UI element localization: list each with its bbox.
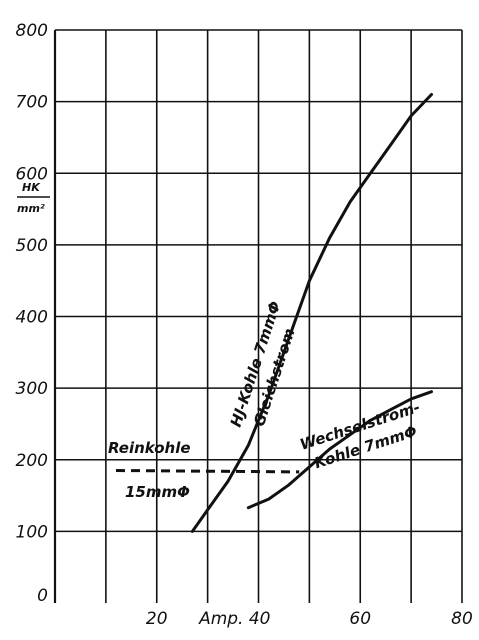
y-tick-label: 300 <box>16 379 48 399</box>
x-tick-label: 20 <box>146 609 168 629</box>
x-tick-label: 80 <box>451 609 473 629</box>
series-line-3 <box>115 469 300 474</box>
x-tick-label: Amp. 40 <box>198 609 270 629</box>
y-unit-denominator: mm² <box>17 202 45 215</box>
y-tick-label: 500 <box>16 236 48 256</box>
x-axis-ticks: 20 Amp. 40 60 80 <box>146 609 473 629</box>
series-label-rein: Reinkohle 15mmΦ <box>108 439 191 501</box>
y-tick-label: 0 <box>37 586 48 606</box>
chart-grid <box>53 29 463 603</box>
series-label-rein-line1: Reinkohle <box>108 439 191 457</box>
y-tick-label: 700 <box>16 93 48 113</box>
y-axis-ticks: 0 100 200 300 400 500 600 700 800 <box>16 21 48 606</box>
y-unit-numerator: HK <box>22 181 41 194</box>
series-label-hj: HJ-Kohle 7mmΦ Gleichstrom <box>227 299 299 430</box>
y-tick-label: 800 <box>16 21 48 41</box>
y-tick-label: 600 <box>16 164 48 184</box>
chart-series <box>115 93 433 533</box>
y-tick-label: 400 <box>16 308 48 328</box>
series-label-wechsel: Wechselstrom- Kohle 7mmΦ <box>298 398 423 472</box>
series-line-2 <box>246 390 433 510</box>
series-line-1 <box>190 93 433 533</box>
y-tick-label: 100 <box>16 522 48 542</box>
y-axis-unit: HK mm² <box>17 181 50 215</box>
series-label-rein-line2: 15mmΦ <box>125 483 190 501</box>
x-tick-label: 60 <box>349 609 371 629</box>
y-tick-label: 200 <box>16 451 48 471</box>
